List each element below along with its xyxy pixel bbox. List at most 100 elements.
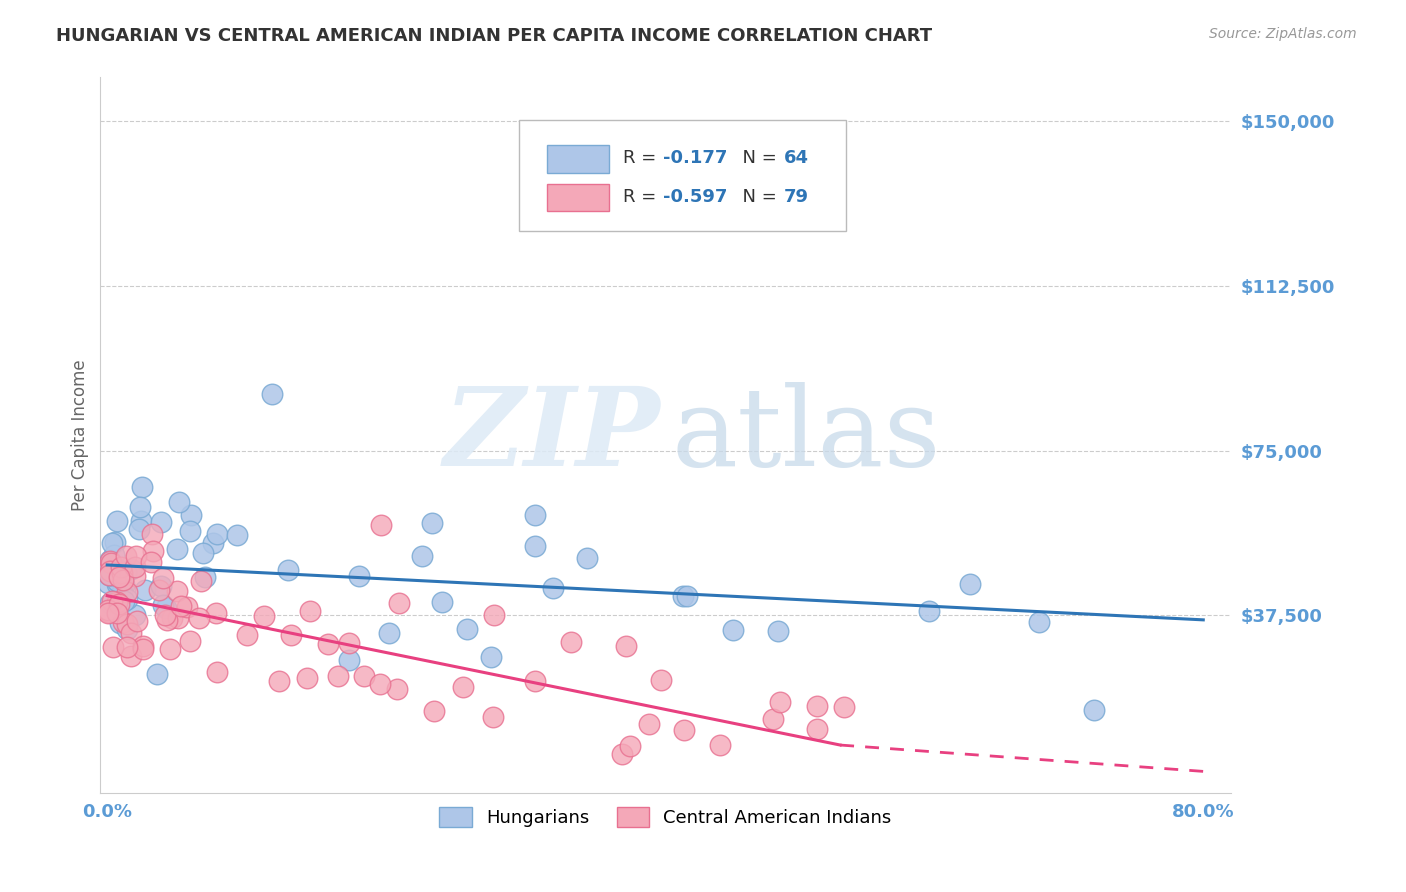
Point	[105, 595, 128, 609]
Point	[129, 514, 152, 528]
Point	[108, 598, 131, 612]
Text: R =: R =	[623, 188, 662, 206]
Point	[131, 480, 153, 494]
FancyBboxPatch shape	[519, 120, 846, 231]
Text: ZIP: ZIP	[443, 382, 659, 489]
Point	[146, 666, 169, 681]
Point	[105, 606, 128, 620]
Point	[131, 639, 153, 653]
Point	[160, 611, 183, 625]
Point	[115, 565, 138, 579]
Point	[120, 648, 142, 663]
Point	[96, 558, 118, 573]
Point	[806, 699, 828, 714]
Point	[155, 613, 177, 627]
Point	[112, 578, 135, 592]
Point	[482, 710, 505, 724]
Point	[148, 583, 170, 598]
Point	[105, 574, 128, 588]
Point	[339, 653, 361, 667]
Point	[153, 607, 176, 622]
Point	[453, 680, 475, 694]
Text: R =: R =	[623, 149, 662, 168]
Point	[614, 639, 637, 653]
Point	[277, 563, 299, 577]
Point	[98, 567, 121, 582]
Point	[107, 514, 129, 528]
Point	[101, 535, 124, 549]
Point	[202, 536, 225, 550]
Point	[124, 569, 146, 583]
Point	[128, 522, 150, 536]
Text: HUNGARIAN VS CENTRAL AMERICAN INDIAN PER CAPITA INCOME CORRELATION CHART: HUNGARIAN VS CENTRAL AMERICAN INDIAN PER…	[56, 27, 932, 45]
Point	[721, 624, 744, 638]
Point	[97, 603, 120, 617]
Point	[101, 558, 124, 572]
Legend: Hungarians, Central American Indians: Hungarians, Central American Indians	[432, 800, 898, 834]
Point	[347, 568, 370, 582]
Point	[269, 673, 291, 688]
Point	[205, 526, 228, 541]
Point	[115, 640, 138, 654]
Point	[430, 595, 453, 609]
Point	[575, 550, 598, 565]
Point	[524, 508, 547, 522]
Point	[560, 634, 582, 648]
Text: Source: ZipAtlas.com: Source: ZipAtlas.com	[1209, 27, 1357, 41]
Point	[124, 608, 146, 623]
Point	[762, 712, 785, 726]
Point	[176, 599, 198, 614]
Point	[806, 722, 828, 736]
Point	[100, 554, 122, 568]
Point	[387, 596, 409, 610]
Point	[98, 565, 121, 579]
Point	[134, 583, 156, 598]
Point	[179, 524, 201, 538]
Text: N =: N =	[731, 188, 783, 206]
Point	[101, 594, 124, 608]
Point	[316, 637, 339, 651]
Point	[105, 577, 128, 591]
Point	[111, 566, 134, 581]
Point	[100, 557, 122, 571]
Point	[769, 695, 792, 709]
Y-axis label: Per Capita Income: Per Capita Income	[72, 359, 89, 511]
Point	[377, 625, 399, 640]
Point	[111, 615, 134, 629]
Point	[188, 611, 211, 625]
Text: -0.597: -0.597	[664, 188, 728, 206]
Point	[225, 528, 247, 542]
Point	[103, 548, 125, 562]
Point	[638, 716, 661, 731]
Point	[98, 553, 121, 567]
Point	[253, 609, 276, 624]
Point	[353, 669, 375, 683]
Point	[235, 628, 257, 642]
Point	[100, 568, 122, 582]
Point	[411, 549, 433, 564]
Point	[328, 669, 350, 683]
Text: atlas: atlas	[671, 382, 941, 489]
Point	[97, 605, 120, 619]
Point	[97, 576, 120, 591]
Point	[834, 700, 856, 714]
Point	[370, 518, 392, 533]
Point	[166, 542, 188, 557]
Point	[97, 606, 120, 620]
Point	[295, 672, 318, 686]
Point	[97, 567, 120, 582]
Point	[115, 591, 138, 606]
Point	[111, 585, 134, 599]
Point	[115, 584, 138, 599]
Point	[768, 624, 790, 638]
Point	[619, 739, 641, 753]
Point	[918, 604, 941, 618]
Point	[97, 560, 120, 574]
Point	[104, 534, 127, 549]
Point	[132, 641, 155, 656]
Point	[205, 606, 228, 620]
Point	[115, 622, 138, 636]
Point	[672, 589, 695, 603]
Point	[128, 500, 150, 514]
Point	[124, 559, 146, 574]
